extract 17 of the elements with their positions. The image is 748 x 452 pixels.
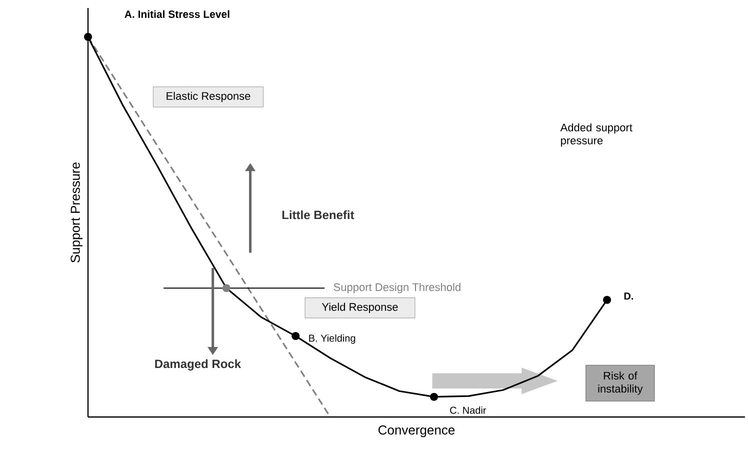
ref-line-label: Support Design Threshold: [334, 283, 460, 294]
point: [430, 392, 438, 401]
text: D.: [624, 292, 634, 300]
annotation: B. Yielding: [309, 334, 356, 344]
text: A. Initial Stress Level: [124, 10, 230, 18]
annotation: Risk of instability: [598, 372, 643, 395]
point: [84, 32, 92, 41]
annotation: Elastic Response: [166, 92, 250, 102]
annotation: Damaged Rock: [155, 359, 242, 371]
annotation: Added support pressure: [560, 123, 632, 147]
point: [603, 296, 612, 304]
annotation: C. Nadir: [450, 406, 486, 414]
y-axis-title: Support Pressure: [70, 162, 82, 262]
annotation: Yield Response: [322, 302, 398, 314]
annotation: Little Benefit: [282, 210, 354, 220]
point: [292, 332, 300, 340]
x-axis-title: Convergence: [378, 425, 455, 438]
